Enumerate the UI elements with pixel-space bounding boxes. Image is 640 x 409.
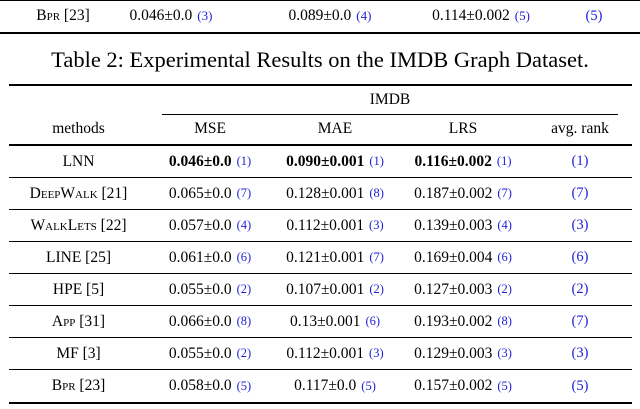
method-name: WalkLets [22] <box>30 216 127 234</box>
lrs-rank: (3) <box>497 346 512 360</box>
method-name: HPE [5] <box>52 280 105 298</box>
avg-rank: (1) <box>571 153 589 169</box>
col-header-methods: methods <box>52 120 105 138</box>
table-row: DeepWalk [21] 0.065±0.0 (7) 0.128±0.001 (8… <box>9 178 632 210</box>
mae-rank: (6) <box>365 314 381 328</box>
lrs-rank: (1) <box>496 154 512 168</box>
mse-value: 0.055±0.0 <box>168 344 232 362</box>
lrs-value: 0.139±0.003 <box>414 216 493 234</box>
prev-avg-rank: (5) <box>585 7 603 24</box>
mse-value: 0.061±0.0 <box>168 248 232 266</box>
table-row: Bpr [23] 0.058±0.0 (5) 0.117±0.0 (5) 0.157… <box>9 370 632 402</box>
mse-value: 0.055±0.0 <box>168 280 232 298</box>
lrs-value: 0.157±0.002 <box>414 377 493 394</box>
mse-rank: (1) <box>236 154 252 168</box>
table-row: App [31] 0.066±0.0 (8) 0.13±0.001 (6) 0.19… <box>9 306 632 338</box>
prev-mae-value: 0.089±0.0 <box>288 7 352 24</box>
avg-rank: (6) <box>571 249 589 265</box>
mae-rank: (8) <box>369 186 384 200</box>
avg-rank: (3) <box>571 345 589 361</box>
lrs-value: 0.129±0.003 <box>414 344 493 362</box>
table-row: MF [3] 0.055±0.0 (2) 0.112±0.001 (3) 0.129… <box>9 338 632 370</box>
mae-value: 0.112±0.001 <box>286 344 365 362</box>
method-name: LNN <box>62 152 95 170</box>
table-row: LNN 0.046±0.0 (1) 0.090±0.001 (1) 0.116±0.… <box>9 146 632 178</box>
mse-rank: (7) <box>236 186 252 200</box>
avg-rank: (3) <box>571 217 589 233</box>
mse-value: 0.065±0.0 <box>168 184 232 202</box>
method-name: App [31] <box>51 312 106 330</box>
mse-rank: (2) <box>236 282 252 296</box>
mae-value: 0.107±0.001 <box>286 280 365 298</box>
lrs-value: 0.116±0.002 <box>414 152 492 170</box>
group-header-imdb: IMDB <box>369 90 411 108</box>
col-header-mse: MSE <box>194 120 226 138</box>
previous-table-fragment: Bpr [23] 0.046±0.0 (3) 0.089±0.0 (4) 0.1… <box>0 0 640 34</box>
method-name: LINE [25] <box>46 248 111 266</box>
avg-rank: (2) <box>571 281 589 297</box>
mse-rank: (5) <box>236 378 252 393</box>
prev-mse-rank: (3) <box>197 8 213 23</box>
col-header-mae: MAE <box>317 120 353 138</box>
mse-rank: (2) <box>236 346 252 360</box>
lrs-rank: (7) <box>497 186 512 200</box>
avg-rank: (5) <box>571 377 589 394</box>
prev-lrs-value: 0.114±0.002 <box>432 7 510 24</box>
prev-method-name: Bpr [23] <box>36 7 90 24</box>
lrs-rank: (2) <box>497 282 512 296</box>
results-table: IMDB methods MSE MAE LRS avg. rank LNN 0… <box>9 84 632 404</box>
mae-rank: (1) <box>369 154 384 168</box>
mse-rank: (4) <box>236 218 252 232</box>
mae-value: 0.112±0.001 <box>286 216 365 234</box>
prev-mse-value: 0.046±0.0 <box>129 7 193 24</box>
group-header-row: IMDB <box>9 86 632 115</box>
method-name: Bpr [23] <box>51 377 106 394</box>
lrs-rank: (4) <box>497 218 512 232</box>
mae-value: 0.090±0.001 <box>286 152 365 170</box>
mae-value: 0.13±0.001 <box>289 312 361 330</box>
mse-rank: (6) <box>236 250 252 264</box>
lrs-value: 0.193±0.002 <box>414 312 493 330</box>
prev-lrs-cell: 0.114±0.002 (5) <box>406 1 556 31</box>
lrs-rank: (6) <box>497 250 512 264</box>
table-row: WalkLets [22] 0.057±0.0 (4) 0.112±0.001 (3… <box>9 210 632 242</box>
avg-rank: (7) <box>571 313 589 329</box>
mse-value: 0.066±0.0 <box>168 312 232 330</box>
col-header-lrs: LRS <box>448 120 478 138</box>
lrs-value: 0.169±0.004 <box>414 248 493 266</box>
lrs-value: 0.187±0.002 <box>414 184 493 202</box>
mse-value: 0.057±0.0 <box>168 216 232 234</box>
column-header-row: methods MSE MAE LRS avg. rank <box>9 115 632 146</box>
table-caption: Table 2: Experimental Results on the IMD… <box>51 47 589 72</box>
method-name: MF [3] <box>56 344 101 362</box>
mae-value: 0.121±0.001 <box>286 248 365 266</box>
mae-value: 0.117±0.0 <box>294 377 357 394</box>
prev-avg-rank-cell: (5) <box>564 1 624 31</box>
prev-mae-rank: (4) <box>356 8 372 23</box>
mae-rank: (5) <box>361 378 376 393</box>
table-row: HPE [5] 0.055±0.0 (2) 0.107±0.001 (2) 0.12… <box>9 274 632 306</box>
prev-mse-cell: 0.046±0.0 (3) <box>101 1 241 31</box>
mae-rank: (2) <box>369 282 384 296</box>
lrs-value: 0.127±0.003 <box>414 280 493 298</box>
method-name: DeepWalk [21] <box>29 184 128 202</box>
mae-rank: (3) <box>369 218 384 232</box>
mse-value: 0.046±0.0 <box>168 152 232 170</box>
prev-lrs-rank: (5) <box>514 8 530 23</box>
mae-value: 0.128±0.001 <box>286 184 365 202</box>
prev-mae-cell: 0.089±0.0 (4) <box>260 1 400 31</box>
col-header-avg-rank: avg. rank <box>551 120 609 138</box>
mae-rank: (3) <box>369 346 384 360</box>
avg-rank: (7) <box>571 185 589 201</box>
mse-value: 0.058±0.0 <box>168 377 232 394</box>
mae-rank: (7) <box>369 250 384 264</box>
mse-rank: (8) <box>236 314 252 328</box>
lrs-rank: (8) <box>497 314 512 328</box>
group-header-rule <box>162 113 618 115</box>
lrs-rank: (5) <box>497 378 512 393</box>
table-row: LINE [25] 0.061±0.0 (6) 0.121±0.001 (7) 0.… <box>9 242 632 274</box>
